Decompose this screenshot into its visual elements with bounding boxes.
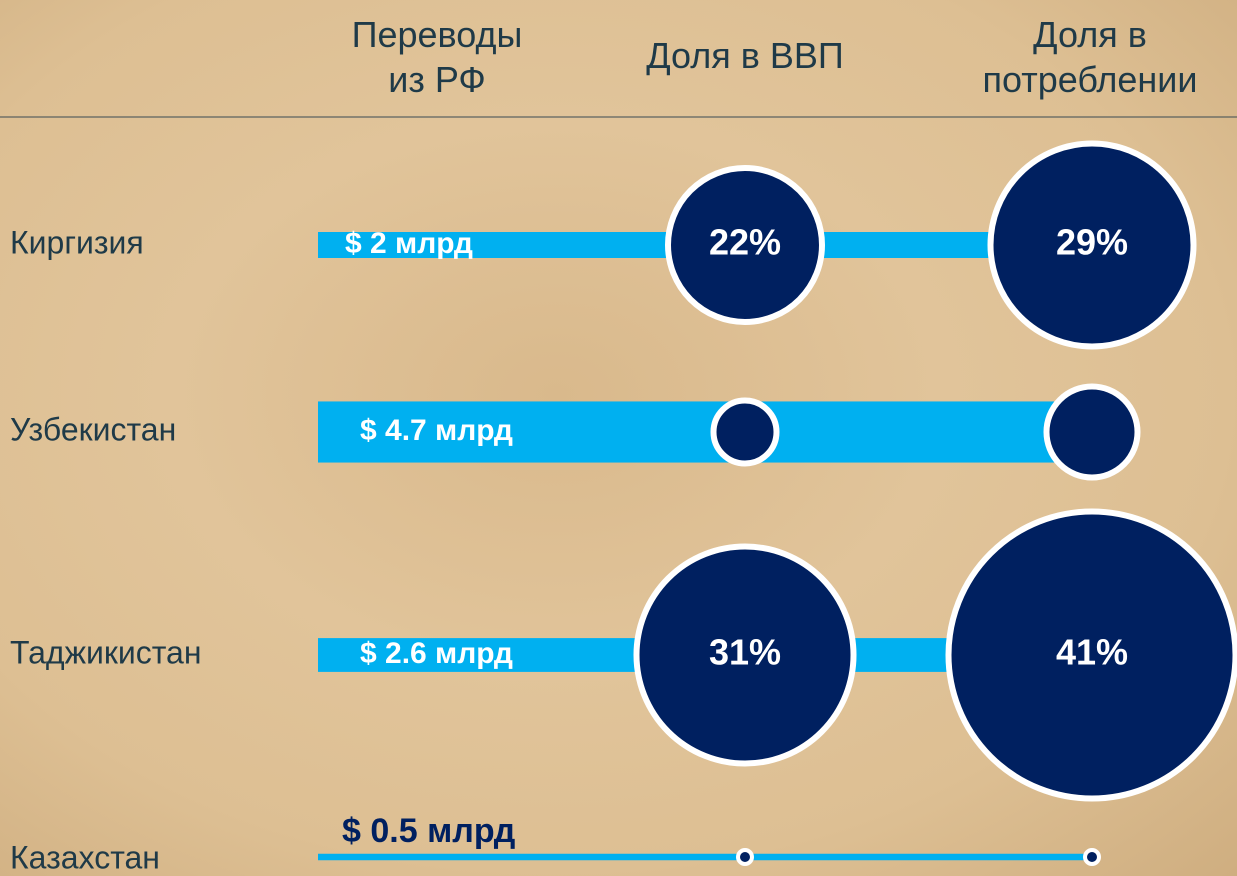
row-label: Узбекистан <box>10 411 176 447</box>
bubble-label: 31% <box>709 632 781 673</box>
slide: Переводы из РФ Доля в ВВП Доля в потребл… <box>0 0 1237 876</box>
bar-label: $ 2.6 млрд <box>360 637 513 670</box>
row-label: Киргизия <box>10 224 144 260</box>
row-label: Казахстан <box>10 839 160 875</box>
bar <box>318 854 1092 861</box>
chart: Киргизия 22% 29% $ 2 млрд Узбекистан $ 4.7 мл… <box>0 0 1237 876</box>
bubble-label: 29% <box>1056 222 1128 263</box>
bubble <box>1047 387 1138 478</box>
bar-label: $ 4.7 млрд <box>360 414 513 447</box>
bar-label: $ 0.5 млрд <box>342 812 515 850</box>
bubble-label: 41% <box>1056 632 1128 673</box>
bar-label: $ 2 млрд <box>345 227 473 260</box>
row-label: Таджикистан <box>10 634 202 670</box>
bubble <box>714 401 777 464</box>
bubble-label: 22% <box>709 222 781 263</box>
bubble <box>1085 850 1099 864</box>
bubble <box>738 850 752 864</box>
